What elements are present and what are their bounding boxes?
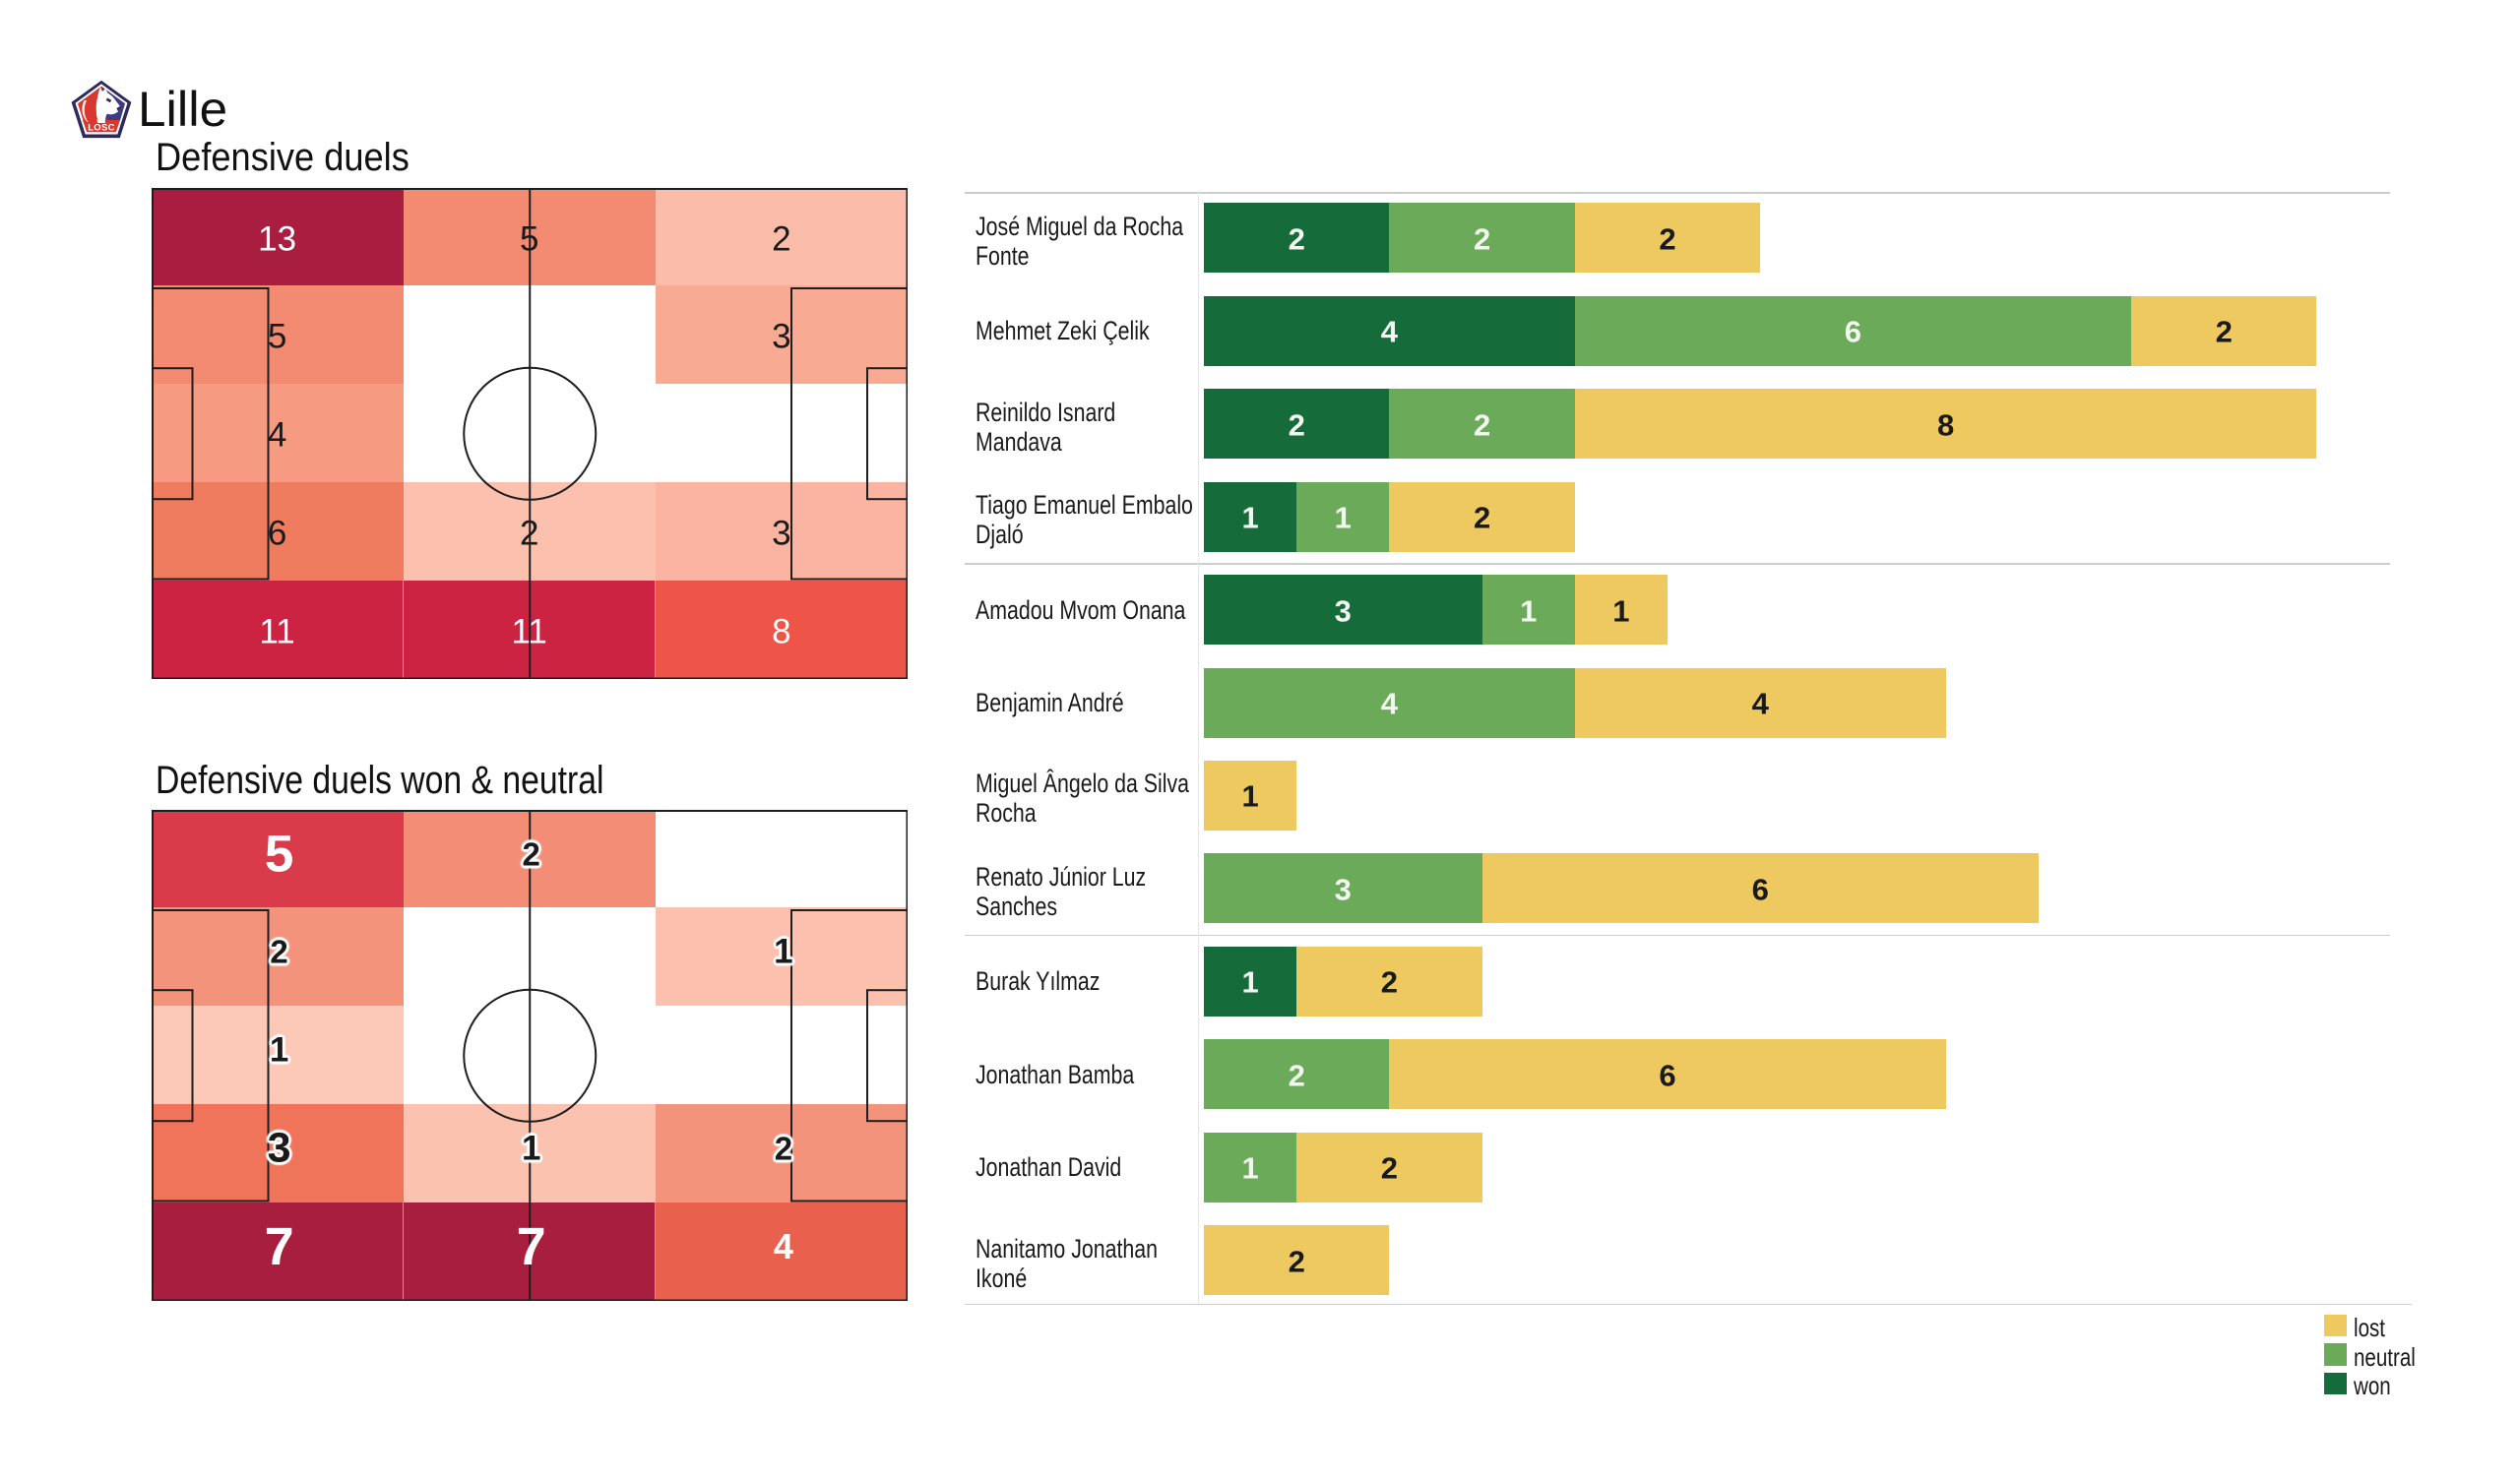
svg-text:LOSC: LOSC <box>88 122 115 133</box>
